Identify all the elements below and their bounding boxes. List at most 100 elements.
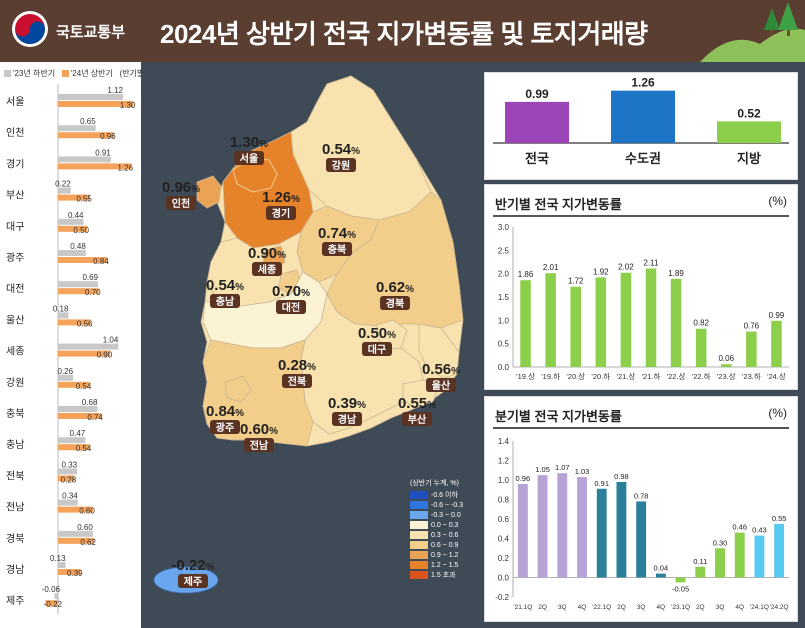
map-value-경남: 0.39% (328, 395, 366, 412)
legend-curr-label: '24년 상반기 (70, 69, 113, 78)
regional-value-curr: 0.28 (61, 475, 77, 484)
map-tag-서울: 서울 (240, 152, 258, 165)
regional-label: 경남 (6, 563, 24, 576)
bar (754, 535, 765, 578)
regional-value-curr: 0.84 (93, 257, 109, 266)
regional-value-curr: 0.54 (76, 444, 92, 453)
regional-value-curr: 0.96 (100, 132, 116, 141)
map-tag-bg (332, 412, 362, 426)
regional-bar-curr (58, 225, 87, 232)
regional-label: 제주 (6, 595, 24, 607)
regional-bar-curr (58, 101, 134, 107)
map-tag-세종: 세종 (258, 263, 276, 276)
quarterly-bar-chart: -0.2 0.0 0.2 0.4 0.6 0.8 1.0 1.2 1.4 0.96 '21.1Q 1.… (495, 437, 789, 611)
regional-bar-prev (58, 562, 66, 568)
regional-bar-prev (58, 250, 86, 256)
bar-value: 0.46 (732, 523, 747, 532)
regional-bar-curr (58, 132, 114, 139)
region-summary-card: 0.99 전국 1.26 수도권 0.52 지방 (484, 72, 798, 180)
y-tick-label: 0.8 (498, 496, 510, 505)
x-tick-label: '21.상 (617, 371, 636, 381)
map-legend-label: -0.3 ~ 0.0 (431, 511, 461, 519)
regional-bar-prev (58, 218, 84, 225)
map-legend-swatch (410, 521, 428, 529)
bar-value: 1.92 (593, 267, 609, 276)
regional-value-curr: -0.22 (44, 600, 63, 609)
map-legend-swatch (410, 571, 428, 579)
regional-bar-curr (45, 600, 58, 607)
regional-value-curr: 0.62 (80, 538, 96, 547)
bar (520, 280, 531, 367)
y-tick-label: 1.0 (498, 476, 510, 485)
header-bar: 국토교통부 2024년 상반기 전국 지가변동률 및 토지거래량 (0, 0, 805, 62)
summary-category: 지방 (737, 151, 761, 166)
regional-bar-chart: 서울 1.12 1.30 인천 0.65 0.96 경기 0.91 1.26 부산 0.22 0.55… (6, 84, 136, 615)
map-tag-인천: 인천 (172, 197, 190, 210)
map-tag-강원: 강원 (332, 159, 350, 172)
regional-bar-curr (58, 319, 91, 326)
map-value-충북: 0.74% (318, 225, 356, 242)
x-tick-label: 2Q (538, 604, 547, 611)
map-legend-row: 1.2 ~ 1.5 (410, 560, 470, 570)
regional-bar-prev (58, 281, 99, 288)
regional-bar-curr (58, 194, 90, 201)
regional-bar-prev (58, 468, 78, 475)
x-tick-label: '22.상 (667, 371, 686, 381)
map-tag-경기: 경기 (272, 207, 290, 220)
regional-value-prev: 0.18 (53, 304, 69, 313)
regional-label: 세종 (6, 346, 24, 358)
regional-label: 경기 (6, 157, 24, 170)
map-value-강원: 0.54% (322, 141, 360, 158)
bar (517, 483, 528, 578)
bar-value: 0.43 (752, 526, 767, 535)
map-tag-bg (380, 296, 410, 310)
bar-value: 2.11 (644, 259, 660, 268)
map-legend-swatch (410, 551, 428, 559)
x-tick-label: 4Q (735, 604, 744, 611)
regional-bar-curr (58, 163, 132, 170)
regional-value-curr: 0.74 (87, 413, 103, 422)
bar (675, 577, 686, 583)
map-legend-label: -0.6 ~ -0.3 (431, 501, 464, 509)
bar-value: 1.05 (535, 465, 550, 474)
regional-value-prev: 1.12 (107, 86, 123, 95)
bar-value: 1.86 (518, 270, 534, 279)
bar (577, 477, 587, 578)
map-value-인천: 0.96% (162, 179, 200, 196)
regional-value-curr: 0.50 (73, 226, 89, 235)
y-tick-label: 2.0 (498, 270, 510, 279)
regional-bar-prev (58, 187, 71, 194)
x-tick-label: 3Q (558, 604, 567, 611)
bar (695, 566, 706, 578)
map-legend-row: 0.3 ~ 0.6 (410, 530, 470, 540)
summary-bar (611, 90, 675, 143)
regional-label: 서울 (6, 96, 24, 108)
summary-bar (717, 121, 781, 143)
map-legend: (상반기 누계, %) -0.6 이하 -0.6 ~ -0.3 -0.3 ~ 0.0… (410, 478, 470, 580)
map-region-ulsan (418, 323, 460, 379)
map-tag-경남: 경남 (338, 413, 357, 426)
regional-label: 전남 (6, 502, 24, 514)
map-tag-광주: 광주 (216, 422, 234, 434)
regional-label: 경북 (6, 532, 24, 545)
regional-value-prev: 0.33 (62, 460, 78, 469)
regional-bar-curr (58, 506, 93, 513)
y-tick-label: 1.0 (498, 316, 510, 325)
map-legend-swatch (410, 491, 428, 499)
bar (655, 573, 666, 578)
summary-category: 전국 (525, 151, 549, 166)
regional-bar-prev (58, 406, 98, 412)
summary-value: 0.99 (525, 87, 549, 101)
regional-bar-curr (58, 537, 94, 544)
map-tag-bg (402, 412, 432, 426)
map-legend-row: 0.0 ~ 0.3 (410, 520, 470, 530)
map-legend-label: 0.3 ~ 0.6 (431, 531, 459, 539)
bar-value: 1.72 (568, 277, 584, 286)
map-legend-swatch (410, 501, 428, 509)
map-tag-bg (282, 374, 312, 388)
map-legend-swatch (410, 561, 428, 569)
map-region-gyeongbuk (326, 191, 464, 329)
x-tick-label: '23.상 (717, 371, 736, 381)
regional-value-curr: 0.54 (76, 382, 92, 391)
bar-value: 1.03 (575, 467, 590, 476)
